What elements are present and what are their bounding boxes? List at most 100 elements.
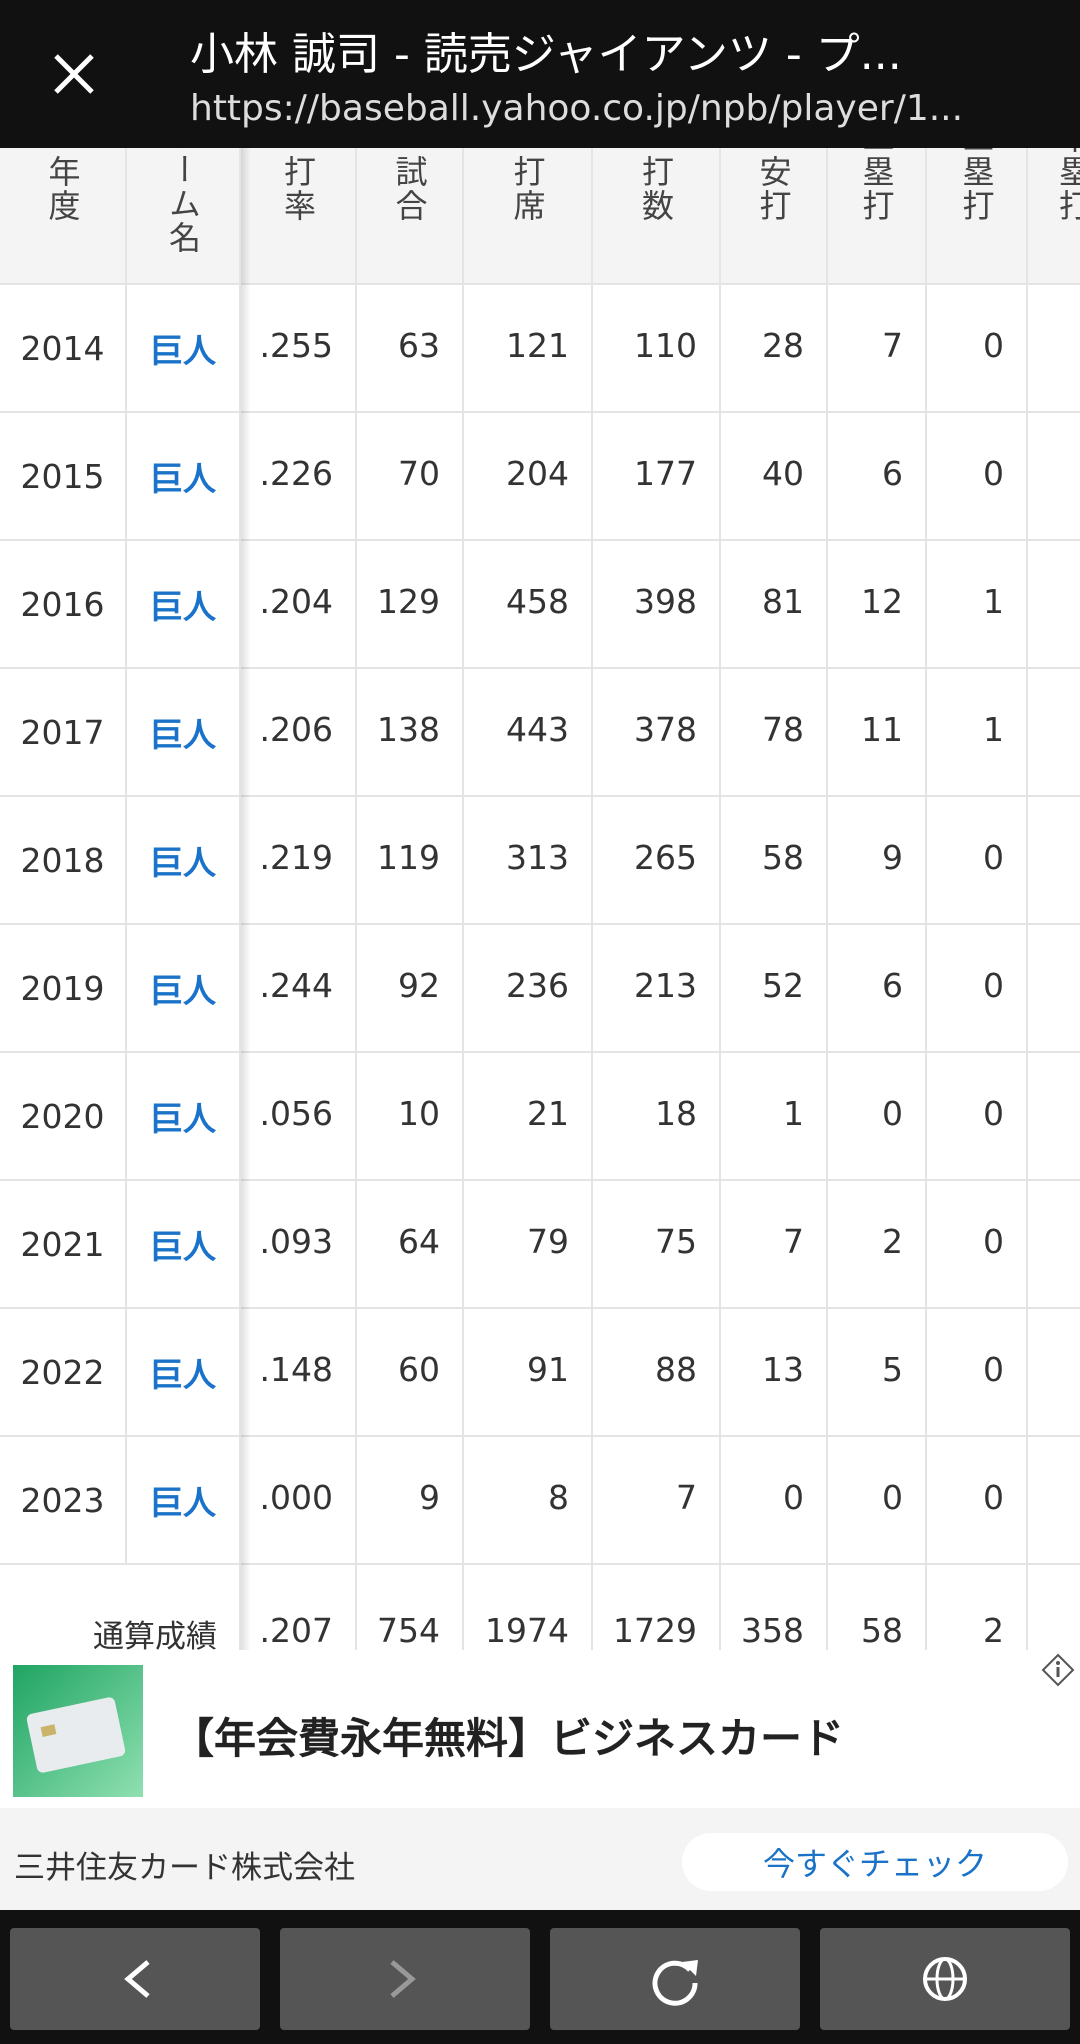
stat-cell [1028, 925, 1080, 1053]
column-header-text: 打率 [279, 155, 317, 223]
stat-cell [1028, 797, 1080, 925]
stat-cell [1028, 285, 1080, 413]
year-cell: 2018 [0, 797, 127, 925]
stat-cell: .219 [241, 797, 357, 925]
stat-cell [1028, 1181, 1080, 1309]
stat-cell: 64 [357, 1181, 464, 1309]
stat-cell: 204 [464, 413, 593, 541]
stat-cell: 5 [828, 1309, 927, 1437]
stat-cell: 12 [828, 541, 927, 669]
stat-cell [1028, 1053, 1080, 1181]
total-cell: 58 [828, 1565, 927, 1650]
column-header-text: 本塁打 [1054, 148, 1080, 223]
stat-cell: .204 [241, 541, 357, 669]
total-cell: 2 [927, 1565, 1028, 1650]
stat-cell: 78 [721, 669, 828, 797]
team-link[interactable]: 巨人 [127, 1309, 241, 1437]
ad-info-icon[interactable] [1041, 1653, 1075, 1687]
stat-cell: 18 [593, 1053, 721, 1181]
stat-cell: 60 [357, 1309, 464, 1437]
bottom-nav [0, 1910, 1080, 2044]
year-cell: 2022 [0, 1309, 127, 1437]
stat-cell [1028, 1437, 1080, 1565]
column-header: 打率 [241, 148, 357, 285]
stat-cell: 313 [464, 797, 593, 925]
stat-cell: 138 [357, 669, 464, 797]
stat-cell: 91 [464, 1309, 593, 1437]
stat-cell: 8 [464, 1437, 593, 1565]
stat-cell: 9 [828, 797, 927, 925]
stat-cell: 7 [828, 285, 927, 413]
column-header: 安打 [721, 148, 828, 285]
stat-cell: 7 [593, 1437, 721, 1565]
stat-cell: 398 [593, 541, 721, 669]
stats-table: 打率試合打席打数安打二塁打三塁打本塁打年度チーム名.25563121110287… [0, 148, 1080, 1650]
close-button[interactable] [0, 0, 148, 148]
stat-cell: 119 [357, 797, 464, 925]
stat-cell: 0 [927, 797, 1028, 925]
stat-cell: 13 [721, 1309, 828, 1437]
top-bar: 小林 誠司 - 読売ジャイアンツ - プ... https://baseball… [0, 0, 1080, 148]
total-cell [1028, 1565, 1080, 1650]
year-cell: 2017 [0, 669, 127, 797]
stat-cell: 129 [357, 541, 464, 669]
column-header-text: 三塁打 [957, 148, 996, 223]
column-header-text: チーム名 [164, 148, 202, 255]
team-link[interactable]: 巨人 [127, 1181, 241, 1309]
column-header: 本塁打 [1028, 148, 1080, 285]
stat-cell: .255 [241, 285, 357, 413]
stat-cell: 236 [464, 925, 593, 1053]
stat-cell: 0 [927, 1053, 1028, 1181]
stat-cell: .148 [241, 1309, 357, 1437]
stat-cell: 1 [927, 669, 1028, 797]
back-button[interactable] [10, 1928, 260, 2030]
team-link[interactable]: 巨人 [127, 925, 241, 1053]
stat-cell: 0 [927, 1437, 1028, 1565]
total-label: 通算成績 [0, 1565, 241, 1650]
column-header: 二塁打 [828, 148, 927, 285]
year-cell: 2021 [0, 1181, 127, 1309]
stat-cell: 0 [828, 1437, 927, 1565]
forward-button[interactable] [280, 1928, 530, 2030]
stat-cell: 121 [464, 285, 593, 413]
team-link[interactable]: 巨人 [127, 413, 241, 541]
stat-cell: 177 [593, 413, 721, 541]
ad-cta-button[interactable]: 今すぐチェック [682, 1833, 1068, 1891]
stat-cell: 378 [593, 669, 721, 797]
team-link[interactable]: 巨人 [127, 669, 241, 797]
stat-cell [1028, 669, 1080, 797]
stat-cell: 81 [721, 541, 828, 669]
team-link[interactable]: 巨人 [127, 797, 241, 925]
ad-title[interactable]: 【年会費永年無料】ビジネスカード [172, 1714, 845, 1763]
stat-cell: 58 [721, 797, 828, 925]
total-cell: 1729 [593, 1565, 721, 1650]
stat-cell: 0 [927, 413, 1028, 541]
stat-cell: 21 [464, 1053, 593, 1181]
column-header-text: 二塁打 [857, 148, 896, 223]
column-header: 三塁打 [927, 148, 1028, 285]
stat-cell: 0 [927, 1309, 1028, 1437]
stat-cell: .056 [241, 1053, 357, 1181]
reload-button[interactable] [550, 1928, 800, 2030]
team-link[interactable]: 巨人 [127, 1053, 241, 1181]
stat-cell: 28 [721, 285, 828, 413]
year-cell: 2023 [0, 1437, 127, 1565]
team-link[interactable]: 巨人 [127, 285, 241, 413]
team-link[interactable]: 巨人 [127, 1437, 241, 1565]
total-cell: .207 [241, 1565, 357, 1650]
stat-cell: 0 [927, 1181, 1028, 1309]
stat-cell: 6 [828, 413, 927, 541]
stat-cell: 1 [927, 541, 1028, 669]
ad-advertiser: 三井住友カード株式会社 [14, 1850, 355, 1886]
stat-cell: 6 [828, 925, 927, 1053]
stat-cell: 52 [721, 925, 828, 1053]
stat-cell: 458 [464, 541, 593, 669]
total-cell: 358 [721, 1565, 828, 1650]
team-link[interactable]: 巨人 [127, 541, 241, 669]
stat-cell: .244 [241, 925, 357, 1053]
stat-cell: 79 [464, 1181, 593, 1309]
browser-button[interactable] [820, 1928, 1070, 2030]
year-cell: 2019 [0, 925, 127, 1053]
column-header: 打数 [593, 148, 721, 285]
stat-cell: .093 [241, 1181, 357, 1309]
